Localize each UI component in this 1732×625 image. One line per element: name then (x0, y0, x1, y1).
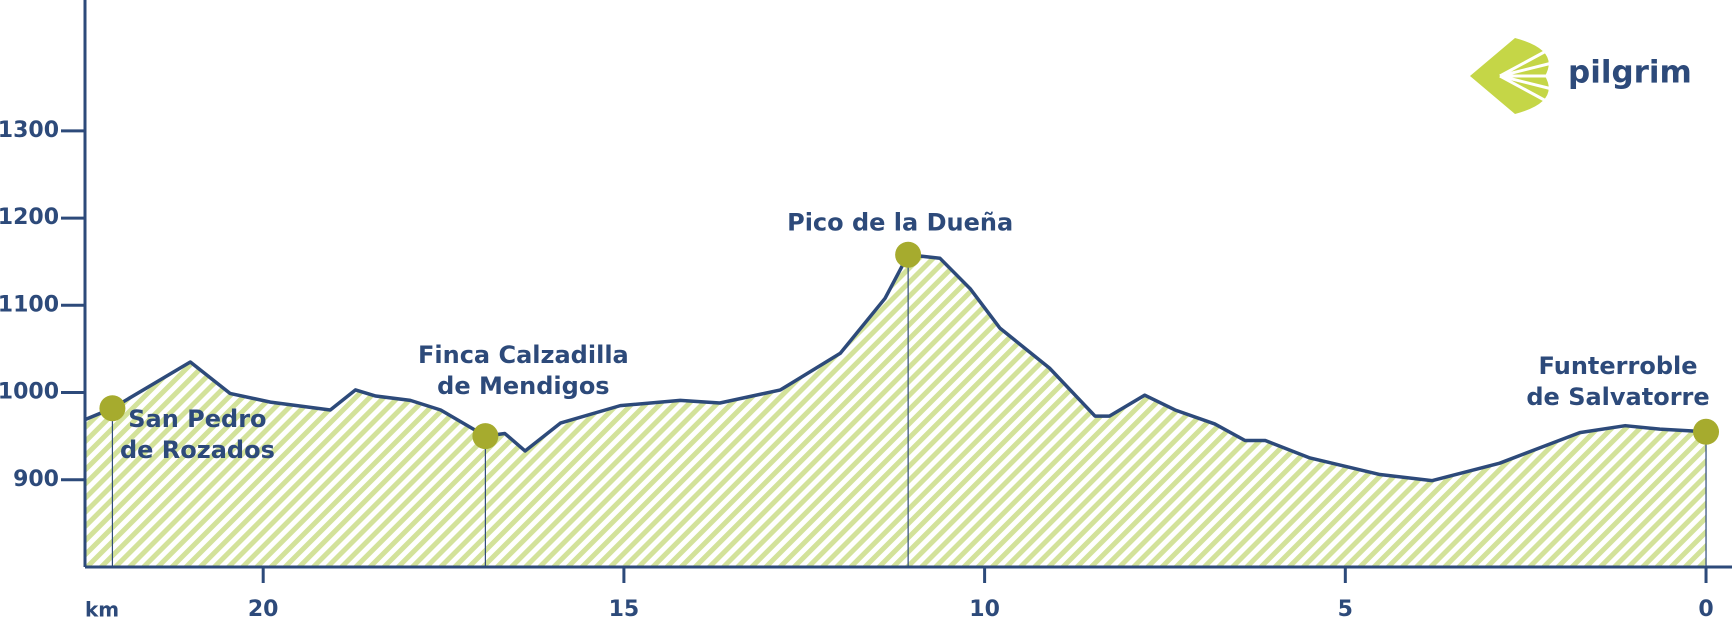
logo-rays (1499, 48, 1554, 104)
waypoint-marker (99, 395, 126, 422)
waypoint-label: de Salvatorre (1526, 383, 1709, 411)
x-tick-label: 5 (1338, 597, 1353, 622)
x-axis-label: km (85, 598, 119, 622)
waypoint-label: San Pedro (128, 405, 266, 433)
x-tick-label: 20 (248, 597, 279, 622)
logo: pilgrim (1470, 38, 1692, 114)
x-tick-label: 10 (969, 597, 1000, 622)
waypoint-marker (472, 423, 499, 450)
y-tick-label: 1100 (0, 292, 59, 317)
elevation-line (84, 252, 1707, 483)
waypoint-marker (1693, 418, 1720, 445)
waypoint-marker (895, 241, 922, 268)
area-fill (85, 254, 1707, 567)
waypoint-label: Finca Calzadilla (418, 341, 629, 369)
waypoint-label: de Rozados (120, 436, 275, 464)
y-tick-label: 1000 (0, 380, 59, 405)
waypoint-label: de Mendigos (437, 372, 609, 400)
x-tick-label: 15 (609, 597, 640, 622)
y-tick-label: 900 (13, 467, 59, 492)
waypoint-label: Pico de la Dueña (787, 209, 1013, 237)
waypoint-label: Funterroble (1539, 352, 1698, 380)
y-tick-label: 1300 (0, 118, 59, 143)
x-tick-label: 0 (1698, 597, 1713, 622)
y-tick-label: 1200 (0, 205, 59, 230)
logo-text: pilgrim (1568, 55, 1692, 91)
